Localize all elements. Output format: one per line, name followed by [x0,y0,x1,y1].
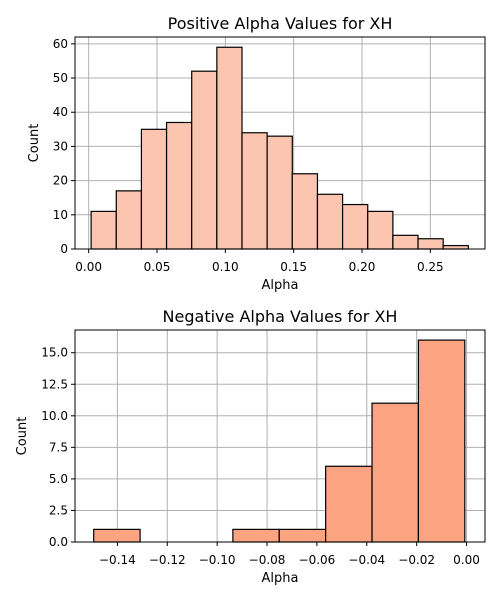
histogram-bar [442,244,469,250]
histogram-bar [232,528,280,543]
histogram-bar [90,210,117,250]
x-tick-label: 0.00 [75,260,102,274]
y-tick-label: 10.0 [41,409,68,423]
histogram-bar [325,465,373,543]
chart-title: Positive Alpha Values for XH [168,14,393,33]
histogram-bar [417,339,466,543]
histogram-bar [266,135,293,250]
chart-panel-1: 0.00 0.05 0.10 0.15 0.20 0.25 0 10 20 30 40 50 60 Pos… [27,14,486,293]
chart-title: Negative Alpha Values for XH [163,307,398,326]
histogram-bar [367,210,394,250]
x-axis-label: Alpha [262,278,299,293]
y-tick-label: 12.5 [41,377,68,391]
histogram-bar [278,528,327,543]
y-tick-label: 15.0 [41,346,68,360]
histogram-bar [417,238,444,250]
histogram-bar [93,528,141,543]
x-tick-label: −0.14 [99,553,136,567]
x-tick-label: 0.20 [349,260,376,274]
x-tick-label: −0.12 [149,553,186,567]
x-tick-label: 0.05 [144,260,171,274]
y-tick-label: 30 [53,139,68,153]
histogram-bar [241,132,268,250]
histogram-bar [341,203,369,250]
y-tick-label: 40 [53,105,68,119]
histogram-bar [115,190,143,250]
y-tick-label: 50 [53,71,68,85]
y-tick-label: 20 [53,174,68,188]
y-tick-label: 5.0 [49,472,68,486]
x-tick-label: −0.02 [398,553,435,567]
x-tick-label: −0.08 [249,553,286,567]
x-tick-label: 0.10 [212,260,239,274]
y-axis-label: Count [27,124,42,163]
plot-frame [74,36,486,250]
y-tick-label: 7.5 [49,440,68,454]
x-axis-label: Alpha [262,571,299,586]
y-tick-label: 0.0 [49,535,68,549]
histogram-bar [291,173,319,250]
histogram-bar [140,128,168,250]
x-tick-label: 0.00 [453,553,480,567]
y-tick-label: 60 [53,37,68,51]
x-tick-label: −0.06 [299,553,336,567]
x-tick-label: −0.10 [199,553,236,567]
plot-frame [74,329,486,543]
x-tick-label: 0.15 [280,260,307,274]
histogram-bar [316,193,344,250]
y-tick-label: 2.5 [49,503,68,517]
x-tick-label: 0.25 [417,260,444,274]
histogram-bar [216,46,243,250]
y-axis-label: Count [15,417,30,456]
histogram-bar [191,70,218,250]
histogram-bar [392,234,419,250]
y-tick-label: 10 [53,208,68,222]
y-tick-label: 0 [60,242,68,256]
histogram-bar [371,402,420,543]
x-tick-label: −0.04 [348,553,385,567]
chart-panel-2: −0.14 −0.12 −0.10 −0.08 −0.06 −0.04 −0.02 0.00 0… [15,307,486,586]
histogram-bar [165,121,193,250]
